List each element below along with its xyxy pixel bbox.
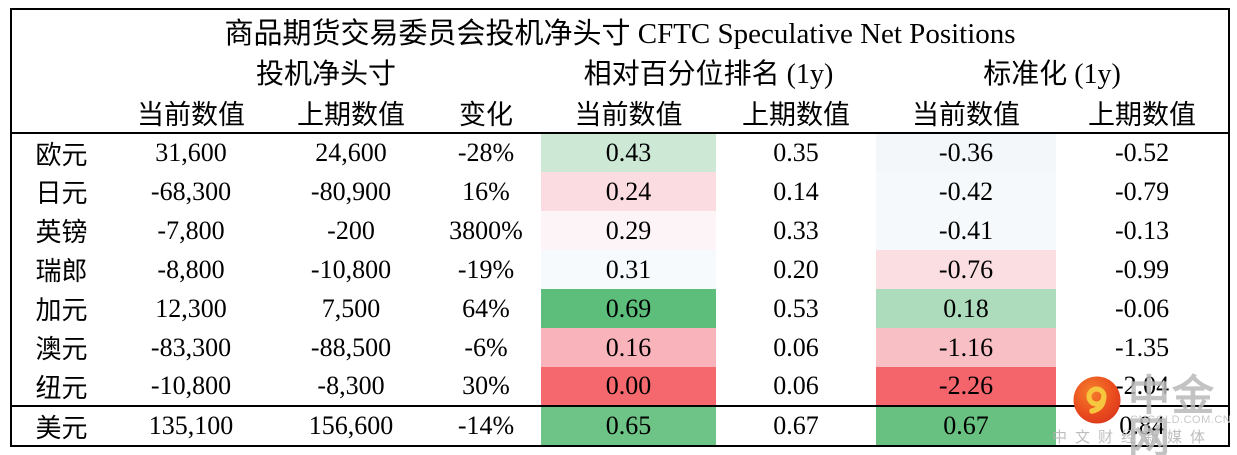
currency-label: 欧元 [35,140,88,170]
pct-current-cell: 0.43 [541,133,716,172]
change-cell: -6% [464,332,508,362]
cftc-positions-table: 商品期货交易委员会投机净头寸 CFTC Speculative Net Posi… [10,8,1231,447]
std-previous-cell: 0.84 [1056,405,1230,446]
change-cell: -14% [431,405,541,446]
std-previous-cell: -0.99 [1114,254,1170,284]
pct-current-cell: 0.29 [541,211,716,250]
group-header-standardized: 标准化 (1y) [983,59,1121,90]
std-previous-cell: -0.13 [1114,215,1170,245]
net-current-cell: -83,300 [150,332,232,362]
change-cell: 16% [462,176,510,206]
std-current-cell: -0.76 [876,250,1056,289]
col-header-change: 变化 [431,92,541,134]
pct-previous-cell: 0.53 [773,293,819,323]
std-current-cell: -0.42 [876,172,1056,211]
net-current-cell: 135,100 [111,405,271,446]
currency-label: 纽元 [35,373,88,403]
std-previous-cell: -1.35 [1114,332,1170,362]
group-header-positions: 投机净头寸 [255,59,396,90]
std-previous-cell: -0.79 [1114,176,1170,206]
pct-current-cell: 0.69 [541,289,716,328]
change-cell: 30% [462,371,510,400]
col-header-previous: 上期数值 [271,92,431,134]
table-row: 纽元 -10,800 -8,300 30% 0.00 0.06 -2.26 -2… [11,367,1229,406]
pct-current-cell: 0.24 [541,172,716,211]
currency-label: 日元 [35,179,88,208]
net-previous-cell: 24,600 [315,138,387,167]
table-title-row: 商品期货交易委员会投机净头寸 CFTC Speculative Net Posi… [11,9,1229,52]
net-current-cell: -68,300 [150,176,232,206]
pct-previous-cell: 0.33 [773,215,819,245]
std-current-cell: -2.26 [876,367,1056,406]
std-current-cell: 0.18 [876,289,1056,328]
std-previous-cell: -0.06 [1114,293,1170,323]
std-previous-cell: -2.04 [1114,371,1170,400]
currency-label: 澳元 [35,335,88,364]
net-current-cell: 12,300 [155,293,227,323]
std-previous-cell: -0.52 [1114,138,1170,167]
table-title: 商品期货交易委员会投机净头寸 CFTC Speculative Net Posi… [224,18,1016,50]
currency-label: 美元 [11,405,111,446]
table-row: 英镑 -7,800 -200 3800% 0.29 0.33 -0.41 -0.… [11,211,1229,250]
pct-current-cell: 0.31 [541,250,716,289]
corner-cell [11,92,111,134]
net-previous-cell: -200 [327,215,375,245]
group-header-percentile: 相对百分位排名 (1y) [583,59,834,90]
net-current-cell: -10,800 [150,371,232,400]
pct-previous-cell: 0.67 [716,405,876,446]
net-previous-cell: -8,300 [317,371,385,400]
change-cell: -28% [457,138,515,167]
net-previous-cell: 156,600 [271,405,431,446]
table-row: 瑞郎 -8,800 -10,800 -19% 0.31 0.20 -0.76 -… [11,250,1229,289]
pct-current-cell: 0.00 [541,367,716,406]
pct-previous-cell: 0.06 [773,332,819,362]
currency-label: 瑞郎 [35,257,88,286]
corner-cell [11,52,111,92]
pct-previous-cell: 0.06 [773,371,819,400]
std-current-cell: -1.16 [876,328,1056,367]
std-current-cell: -0.36 [876,133,1056,172]
table-row: 日元 -68,300 -80,900 16% 0.24 0.14 -0.42 -… [11,172,1229,211]
table-row: 澳元 -83,300 -88,500 -6% 0.16 0.06 -1.16 -… [11,328,1229,367]
pct-current-cell: 0.16 [541,328,716,367]
currency-label: 加元 [35,296,88,325]
pct-previous-cell: 0.35 [773,138,819,167]
table-row: 欧元 31,600 24,600 -28% 0.43 0.35 -0.36 -0… [11,133,1229,172]
net-previous-cell: -88,500 [310,332,392,362]
std-current-cell: 0.67 [876,405,1056,446]
net-current-cell: -8,800 [157,254,225,284]
change-cell: 64% [462,293,510,323]
table-row: 加元 12,300 7,500 64% 0.69 0.53 0.18 -0.06 [11,289,1229,328]
col-header-pct-previous: 上期数值 [716,92,876,134]
change-cell: -19% [457,254,515,284]
col-header-current: 当前数值 [111,92,271,134]
col-header-pct-current: 当前数值 [541,92,716,134]
currency-label: 英镑 [35,218,88,247]
col-header-std-previous: 上期数值 [1056,92,1230,134]
std-current-cell: -0.41 [876,211,1056,250]
col-header-std-current: 当前数值 [876,92,1056,134]
change-cell: 3800% [449,215,523,245]
pct-previous-cell: 0.20 [773,254,819,284]
net-previous-cell: -10,800 [310,254,392,284]
net-previous-cell: -80,900 [310,176,392,206]
net-current-cell: 31,600 [155,138,227,167]
group-header-row: 投机净头寸 相对百分位排名 (1y) 标准化 (1y) [11,52,1229,92]
pct-previous-cell: 0.14 [773,176,819,206]
table-row-usd: 美元 135,100 156,600 -14% 0.65 0.67 0.67 0… [11,405,1230,446]
net-current-cell: -7,800 [157,215,225,245]
pct-current-cell: 0.65 [541,405,716,446]
sub-header-row: 当前数值 上期数值 变化 当前数值 上期数值 当前数值 上期数值 [11,92,1230,134]
net-previous-cell: 7,500 [321,293,381,323]
